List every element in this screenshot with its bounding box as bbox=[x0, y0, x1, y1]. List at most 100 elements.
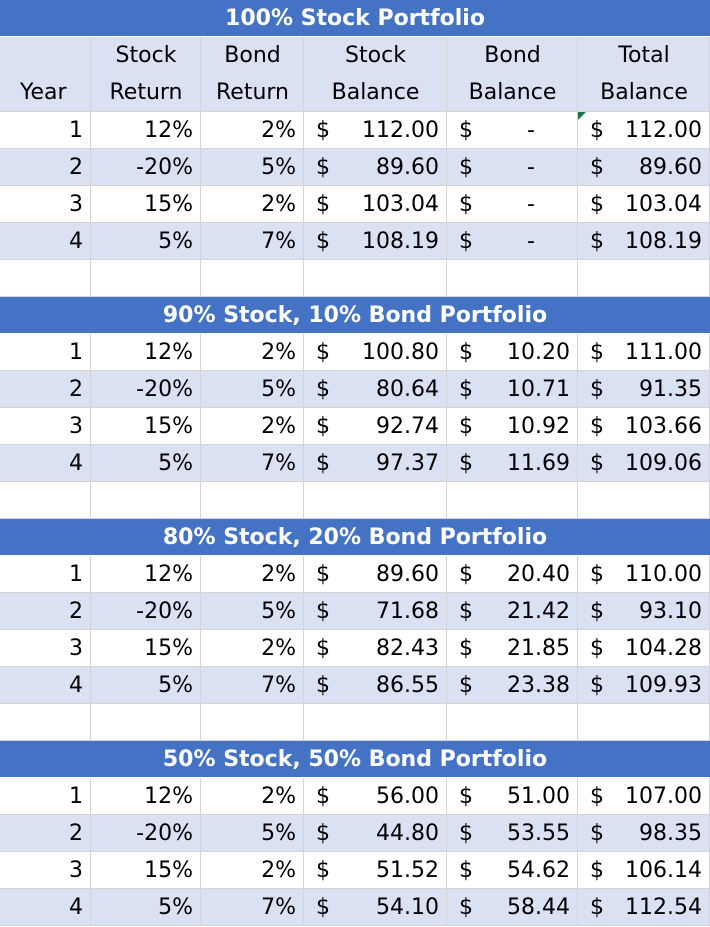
cell-value: 5% bbox=[158, 451, 193, 476]
cell-value: 44.80 bbox=[376, 821, 439, 846]
cell bbox=[304, 408, 447, 445]
currency-symbol: $ bbox=[459, 636, 473, 661]
cell-value: 1 bbox=[69, 118, 83, 143]
cell-value: -20% bbox=[136, 377, 193, 402]
cell-value: 2% bbox=[261, 636, 296, 661]
cell bbox=[91, 371, 201, 408]
cell-value: 51.52 bbox=[376, 858, 439, 883]
cell-value: 5% bbox=[158, 673, 193, 698]
cell-value: 108.19 bbox=[625, 229, 702, 254]
cell-value: 5% bbox=[261, 155, 296, 180]
cell bbox=[0, 186, 91, 223]
cell bbox=[447, 593, 578, 630]
cell bbox=[304, 149, 447, 186]
currency-symbol: $ bbox=[316, 784, 330, 809]
cell bbox=[447, 704, 578, 741]
cell-value: 4 bbox=[69, 895, 83, 920]
cell-value: - bbox=[527, 192, 535, 217]
cell-value: 12% bbox=[144, 118, 193, 143]
currency-symbol: $ bbox=[459, 599, 473, 624]
cell-value: 108.19 bbox=[362, 229, 439, 254]
header-label: Balance bbox=[600, 80, 688, 105]
cell bbox=[91, 149, 201, 186]
cell-value: 111.00 bbox=[625, 340, 702, 365]
cell-value: 3 bbox=[69, 192, 83, 217]
comment-marker bbox=[578, 112, 586, 120]
currency-symbol: $ bbox=[590, 118, 604, 143]
cell-value: 106.14 bbox=[625, 858, 702, 883]
cell-value: 2% bbox=[261, 192, 296, 217]
cell-value: -20% bbox=[136, 599, 193, 624]
section-title: 100% Stock Portfolio bbox=[0, 0, 710, 37]
header-label: Return bbox=[215, 80, 289, 105]
cell-value: 12% bbox=[144, 340, 193, 365]
currency-symbol: $ bbox=[459, 562, 473, 587]
cell-value: - bbox=[527, 155, 535, 180]
cell-value: 1 bbox=[69, 784, 83, 809]
currency-symbol: $ bbox=[459, 192, 473, 217]
cell bbox=[0, 667, 91, 704]
cell bbox=[91, 186, 201, 223]
cell bbox=[0, 112, 91, 149]
cell-value: 92.74 bbox=[376, 414, 439, 439]
currency-symbol: $ bbox=[590, 377, 604, 402]
cell bbox=[0, 260, 91, 297]
currency-symbol: $ bbox=[459, 414, 473, 439]
cell-value: 4 bbox=[69, 229, 83, 254]
cell bbox=[304, 704, 447, 741]
currency-symbol: $ bbox=[459, 377, 473, 402]
cell bbox=[91, 778, 201, 815]
cell bbox=[201, 408, 304, 445]
currency-symbol: $ bbox=[590, 340, 604, 365]
cell-value: 10.20 bbox=[507, 340, 570, 365]
cell bbox=[91, 408, 201, 445]
cell-value: 56.00 bbox=[376, 784, 439, 809]
cell-value: 5% bbox=[158, 895, 193, 920]
cell bbox=[447, 334, 578, 371]
cell bbox=[578, 778, 710, 815]
header-label: Bond bbox=[224, 43, 281, 68]
cell bbox=[0, 556, 91, 593]
cell bbox=[578, 704, 710, 741]
cell-value: 93.10 bbox=[639, 599, 702, 624]
cell bbox=[304, 852, 447, 889]
cell bbox=[91, 556, 201, 593]
cell bbox=[91, 815, 201, 852]
cell-value: 51.00 bbox=[507, 784, 570, 809]
cell bbox=[201, 334, 304, 371]
cell-value: 3 bbox=[69, 858, 83, 883]
cell-value: 112.00 bbox=[362, 118, 439, 143]
cell bbox=[447, 445, 578, 482]
currency-symbol: $ bbox=[459, 673, 473, 698]
cell-value: 112.00 bbox=[625, 118, 702, 143]
cell-value: 110.00 bbox=[625, 562, 702, 587]
currency-symbol: $ bbox=[590, 636, 604, 661]
currency-symbol: $ bbox=[316, 562, 330, 587]
cell-value: - bbox=[527, 229, 535, 254]
cell bbox=[304, 112, 447, 149]
cell-value: 54.62 bbox=[507, 858, 570, 883]
cell bbox=[91, 112, 201, 149]
currency-symbol: $ bbox=[590, 858, 604, 883]
cell bbox=[578, 889, 710, 926]
currency-symbol: $ bbox=[459, 895, 473, 920]
cell bbox=[447, 260, 578, 297]
cell bbox=[91, 482, 201, 519]
currency-symbol: $ bbox=[316, 118, 330, 143]
cell-value: 2% bbox=[261, 340, 296, 365]
cell bbox=[578, 260, 710, 297]
cell-value: 12% bbox=[144, 784, 193, 809]
cell bbox=[201, 556, 304, 593]
cell bbox=[0, 37, 91, 112]
cell bbox=[447, 186, 578, 223]
cell bbox=[201, 223, 304, 260]
cell bbox=[304, 778, 447, 815]
cell-value: 97.37 bbox=[376, 451, 439, 476]
cell bbox=[447, 778, 578, 815]
cell bbox=[447, 408, 578, 445]
cell bbox=[201, 149, 304, 186]
cell-value: 89.60 bbox=[376, 562, 439, 587]
cell bbox=[304, 37, 447, 112]
cell-value: 4 bbox=[69, 673, 83, 698]
